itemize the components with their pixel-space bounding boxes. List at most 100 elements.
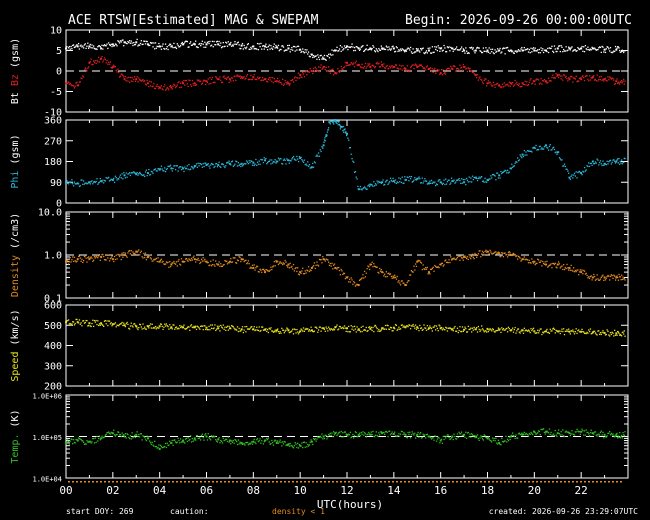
data-dot — [138, 44, 141, 46]
density-caution-mark — [484, 481, 486, 483]
data-dot — [386, 46, 388, 48]
y-axis-label-part: (K) — [10, 409, 21, 433]
density-caution-mark — [600, 481, 602, 483]
data-dot — [546, 82, 548, 84]
data-dot — [272, 265, 275, 267]
data-dot — [255, 442, 257, 445]
data-dot — [70, 182, 72, 184]
data-dot — [91, 180, 93, 182]
data-dot — [567, 431, 569, 433]
data-dot — [125, 437, 127, 439]
data-dot — [507, 85, 510, 87]
data-point — [205, 326, 208, 329]
data-dot — [113, 323, 115, 325]
data-dot — [448, 436, 450, 439]
density-caution-mark — [156, 481, 158, 483]
data-dot — [465, 177, 468, 180]
data-dot — [514, 437, 516, 440]
data-dot — [68, 323, 71, 325]
data-dot — [570, 264, 572, 267]
data-dot — [289, 159, 291, 162]
data-dot — [491, 437, 494, 439]
data-dot — [583, 430, 586, 432]
data-point — [346, 45, 348, 48]
data-dot — [258, 440, 260, 442]
data-dot — [98, 437, 100, 440]
data-dot — [337, 266, 339, 269]
y-tick-label-speed: 600 — [44, 301, 62, 312]
data-dot — [348, 46, 350, 48]
data-dot — [177, 260, 179, 262]
data-dot — [593, 433, 595, 435]
data-dot — [183, 42, 185, 45]
data-dot — [506, 169, 509, 171]
data-dot — [421, 329, 423, 331]
data-dot — [307, 71, 309, 73]
data-dot — [246, 441, 248, 444]
data-dot — [319, 259, 321, 261]
data-dot — [452, 258, 454, 260]
data-dot — [538, 145, 541, 148]
data-dot — [353, 46, 356, 49]
data-dot — [517, 49, 520, 51]
data-dot — [221, 46, 224, 48]
data-dot — [484, 177, 486, 180]
data-dot — [383, 47, 385, 49]
data-dot — [526, 329, 528, 332]
data-dot — [396, 329, 398, 331]
data-dot — [326, 70, 328, 72]
data-dot — [519, 332, 521, 334]
data-dot — [184, 166, 186, 168]
density-caution-mark — [280, 481, 282, 483]
data-dot — [204, 258, 206, 260]
data-point — [392, 65, 395, 68]
data-dot — [452, 65, 454, 67]
data-dot — [532, 261, 534, 263]
data-dot — [621, 437, 624, 439]
data-dot — [394, 179, 397, 181]
data-dot — [353, 435, 356, 437]
data-dot — [438, 69, 440, 71]
data-dot — [621, 274, 623, 276]
data-dot — [500, 444, 502, 446]
data-dot — [89, 183, 91, 185]
data-dot — [208, 437, 210, 439]
data-dot — [96, 178, 98, 180]
data-dot — [423, 268, 425, 270]
data-dot — [426, 183, 428, 185]
data-dot — [563, 50, 566, 52]
data-dot — [289, 262, 291, 265]
data-dot — [415, 265, 418, 268]
data-dot — [493, 330, 495, 333]
data-dot — [199, 262, 201, 265]
data-dot — [606, 160, 608, 162]
data-dot — [98, 181, 101, 183]
data-dot — [175, 261, 178, 263]
x-tick-label: 14 — [387, 484, 401, 497]
data-dot — [253, 164, 255, 167]
data-dot — [153, 326, 155, 329]
y-tick-label-mag: 5 — [56, 46, 62, 57]
data-point — [182, 260, 185, 263]
data-dot — [317, 152, 320, 154]
data-dot — [156, 260, 158, 263]
data-dot — [450, 182, 452, 184]
data-dot — [563, 165, 565, 167]
data-dot — [497, 177, 500, 179]
data-dot — [273, 161, 275, 163]
data-point — [334, 432, 337, 435]
data-dot — [276, 160, 279, 163]
data-dot — [347, 276, 349, 278]
data-dot — [126, 43, 128, 45]
data-dot — [505, 328, 507, 330]
data-dot — [384, 276, 387, 278]
data-dot — [361, 433, 363, 435]
data-dot — [79, 45, 81, 47]
data-dot — [456, 49, 459, 51]
data-dot — [307, 266, 310, 268]
data-dot — [92, 47, 94, 49]
data-dot — [282, 78, 284, 80]
data-dot — [455, 259, 457, 261]
data-dot — [581, 76, 583, 78]
data-point — [240, 162, 243, 165]
